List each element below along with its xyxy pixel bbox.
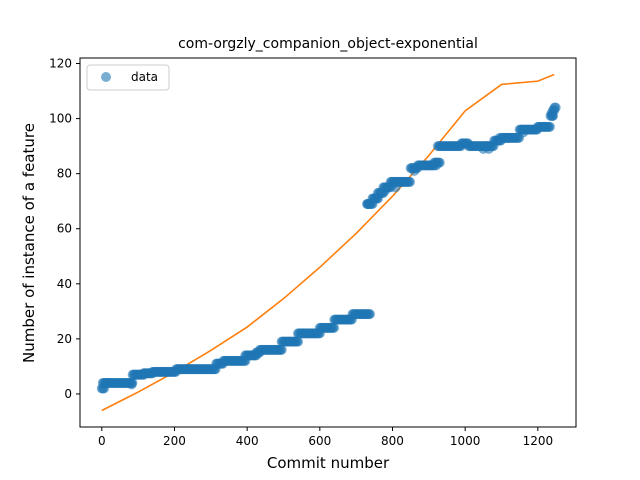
legend-marker-data xyxy=(101,72,111,82)
x-tick-label: 600 xyxy=(308,434,331,448)
data-point xyxy=(380,185,391,196)
x-tick-label: 1200 xyxy=(523,434,554,448)
x-tick-label: 1000 xyxy=(450,434,481,448)
plot-background xyxy=(80,58,576,427)
chart-title: com-orgzly_companion_object-exponential xyxy=(178,36,478,52)
data-point xyxy=(329,322,339,333)
y-tick-label: 60 xyxy=(57,222,72,236)
data-point xyxy=(276,344,287,355)
axes-frame xyxy=(79,57,577,428)
y-tick-label: 120 xyxy=(49,57,72,71)
y-axis-label: Number of instance of a feature xyxy=(20,123,38,363)
x-axis-label: Commit number xyxy=(267,454,390,472)
legend-box xyxy=(86,64,170,91)
y-axis: 0 20 40 60 80 100 120 xyxy=(49,57,80,401)
x-tick-label: 800 xyxy=(381,434,404,448)
x-tick-label: 200 xyxy=(163,434,186,448)
legend-label-data: data xyxy=(131,70,158,84)
y-tick-label: 20 xyxy=(57,332,72,346)
data-point xyxy=(126,379,137,390)
data-point xyxy=(547,110,558,121)
y-tick-label: 80 xyxy=(57,167,72,181)
data-point xyxy=(364,309,375,320)
data-point xyxy=(390,182,401,193)
data-point xyxy=(494,132,505,143)
legend: data xyxy=(86,64,170,91)
data-point xyxy=(293,336,304,347)
data-points xyxy=(96,102,561,394)
x-axis: 0 200 400 600 800 1000 1200 xyxy=(98,427,553,448)
data-point xyxy=(518,127,529,138)
data-point xyxy=(431,160,442,171)
data-point xyxy=(404,176,415,187)
x-tick-label: 0 xyxy=(98,434,106,448)
data-point xyxy=(409,165,420,176)
plot-area xyxy=(79,57,577,428)
y-tick-label: 0 xyxy=(64,387,72,401)
x-tick-label: 400 xyxy=(236,434,259,448)
y-tick-label: 100 xyxy=(49,112,72,126)
data-point xyxy=(544,121,555,132)
y-tick-label: 40 xyxy=(57,277,72,291)
data-point xyxy=(364,198,375,209)
data-point xyxy=(371,193,382,204)
data-point xyxy=(483,143,494,154)
